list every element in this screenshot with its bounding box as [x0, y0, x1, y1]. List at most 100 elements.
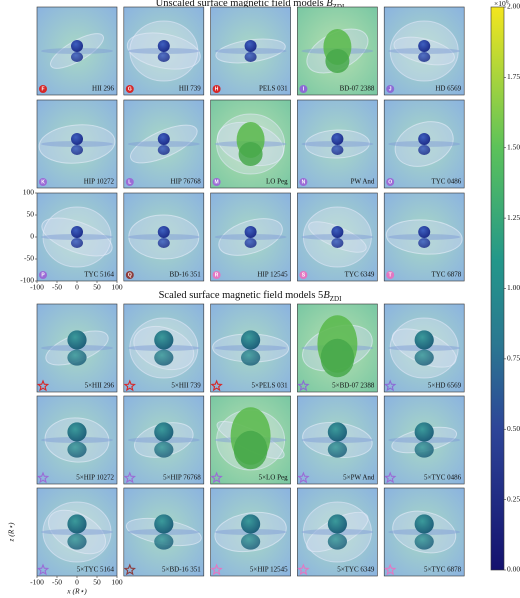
multiplier-base: ×10: [494, 0, 506, 8]
core-surface: [414, 330, 434, 350]
panel-label: TYC 6349: [345, 271, 375, 279]
core-surface: [418, 133, 431, 145]
core-surface: [157, 226, 170, 238]
core-surface: [414, 422, 434, 442]
colorbar-tick-label: 0.75: [507, 354, 520, 363]
panel-label: 5×LO Peg: [259, 474, 289, 482]
core-surface: [71, 52, 83, 62]
core-surface: [154, 330, 174, 350]
core-surface: [241, 349, 261, 366]
core-surface: [331, 133, 344, 145]
panel-label: 5×HIP 76768: [163, 474, 201, 482]
panel-label: 5×BD-07 2388: [332, 382, 375, 390]
panel: HII 296 F: [36, 6, 118, 96]
core-surface: [327, 533, 347, 550]
panel-label: TYC 6878: [431, 271, 461, 279]
colorbar-tick-label: 1.25: [507, 213, 520, 222]
panel-label: 5×HIP 10272: [76, 474, 114, 482]
core-surface: [418, 226, 431, 238]
colorbar-tick-label: 1.50: [507, 142, 520, 151]
panel-label: HIP 12545: [257, 271, 288, 279]
core-surface: [157, 40, 170, 52]
panel: 5×HIP 12545: [210, 487, 291, 577]
core-surface: [414, 514, 434, 534]
panel-label: HIP 76768: [171, 178, 202, 186]
core-surface: [157, 52, 170, 62]
title-subscript: ZDI: [330, 295, 342, 303]
title-text: Scaled surface magnetic field models 5: [159, 290, 324, 301]
y-tick-label: -50: [24, 254, 34, 263]
panel-label: 5×PW And: [343, 474, 375, 482]
panel-label: 5×BD-16 351: [162, 566, 201, 574]
panel-label: 5×TYC 0486: [424, 474, 462, 482]
panel: 5×TYC 6349: [297, 487, 378, 577]
panel: PW And N: [297, 99, 378, 189]
core-surface: [244, 52, 257, 62]
core-surface: [154, 533, 174, 550]
marker-letter: L: [128, 180, 131, 186]
core-surface: [244, 238, 257, 248]
marker: [384, 563, 397, 576]
panel-label: LO Peg: [266, 178, 288, 186]
panel: BD-16 351 Q: [123, 192, 205, 282]
colorbar-multiplier: ×106: [494, 0, 509, 8]
panel: HII 739 G: [123, 6, 205, 96]
core-surface: [154, 422, 174, 442]
core-surface: [157, 133, 170, 145]
panel-label: HIP 10272: [84, 178, 115, 186]
title-symbol: B: [323, 290, 330, 301]
title-text: Unscaled surface magnetic field models: [156, 0, 327, 9]
marker: [384, 379, 397, 392]
marker-letter: Q: [128, 273, 132, 279]
y-tick-label: 100: [23, 188, 35, 197]
marker: [125, 178, 134, 186]
marker: [210, 471, 223, 484]
marker: [39, 178, 47, 186]
x-tick-label: -100: [30, 578, 44, 587]
marker: [297, 379, 310, 392]
x-tick-label: -100: [30, 283, 44, 292]
panel-label: TYC 0486: [431, 178, 461, 186]
x-tick-label: 50: [93, 283, 101, 292]
panel: LO Peg M: [210, 99, 291, 189]
y-axis-label: z (R⋆): [7, 522, 16, 543]
core-surface: [67, 514, 87, 534]
marker: [386, 85, 395, 93]
marker: [386, 271, 395, 279]
panel: TYC 6878 T: [383, 192, 465, 282]
marker-letter: R: [215, 273, 219, 279]
marker: [36, 471, 50, 484]
panel: 5×PW And: [297, 395, 378, 485]
panel: TYC 6349 S: [297, 192, 378, 282]
colorbar-tick-label: 2.00: [507, 2, 520, 11]
core-surface: [154, 514, 174, 534]
panel-label: 5×HIP 12545: [250, 566, 288, 574]
core-surface: [327, 422, 347, 442]
core-surface: [67, 349, 87, 366]
core-surface: [244, 40, 257, 52]
panel-label: 5×TYC 6349: [337, 566, 375, 574]
panel: HD 6569 J: [383, 6, 465, 96]
core-surface: [154, 349, 174, 366]
marker: [210, 563, 223, 576]
colorbar-tick-label: 0.50: [507, 424, 520, 433]
x-axis-label: x (R⋆): [66, 587, 87, 596]
marker-letter: I: [303, 87, 305, 93]
marker: [123, 379, 136, 392]
core-surface: [320, 338, 355, 378]
core-surface: [71, 238, 83, 248]
marker: [299, 178, 308, 186]
core-surface: [414, 349, 434, 366]
marker: [39, 85, 47, 93]
marker-letter: T: [389, 273, 392, 279]
marker: [212, 178, 221, 186]
panel-label: 5×HII 296: [85, 382, 115, 390]
panel-label: 5×PELS 031: [252, 382, 289, 390]
core-surface: [71, 145, 83, 155]
panel: 5×TYC 6878: [383, 487, 465, 577]
core-surface: [331, 226, 344, 238]
marker-letter: S: [302, 273, 306, 279]
marker-letter: K: [41, 180, 45, 186]
marker: [212, 271, 221, 279]
